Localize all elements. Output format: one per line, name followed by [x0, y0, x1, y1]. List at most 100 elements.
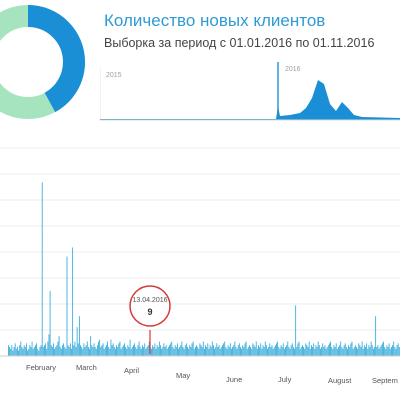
bar [384, 346, 386, 356]
bar [351, 341, 353, 356]
bar [89, 348, 90, 356]
bar [282, 343, 284, 356]
bar [66, 256, 68, 356]
bar [235, 346, 237, 356]
bar [378, 348, 380, 356]
bar [295, 305, 297, 356]
bar [126, 348, 128, 356]
bar [18, 350, 19, 356]
bar [49, 290, 51, 356]
bar [227, 345, 229, 356]
bar [135, 346, 137, 356]
bar [181, 341, 183, 356]
bar [211, 341, 213, 356]
chart-gridlines [0, 147, 400, 357]
bar [151, 348, 152, 356]
bar [137, 345, 139, 356]
bar [179, 346, 181, 356]
bar [65, 348, 67, 356]
bar [121, 346, 123, 356]
bar [304, 348, 306, 356]
bar [285, 346, 286, 356]
bar [206, 346, 208, 356]
bar [318, 345, 320, 356]
bar [93, 343, 95, 356]
bar [120, 348, 122, 356]
bar [37, 348, 39, 356]
bar [325, 348, 327, 356]
bar [182, 346, 184, 356]
bar [117, 346, 119, 356]
overview-navigator[interactable]: 2015 2016 [100, 58, 400, 126]
bar [11, 345, 13, 356]
bar [39, 346, 41, 356]
x-tick-label: May [176, 371, 190, 380]
bar [334, 346, 336, 356]
bar [386, 345, 388, 356]
bar [243, 346, 245, 356]
bar [160, 345, 161, 356]
bar [96, 345, 98, 356]
x-tick-label: March [76, 363, 97, 372]
bar [249, 345, 250, 356]
donut-chart [0, 5, 85, 119]
bar [377, 345, 379, 356]
bar [326, 346, 328, 356]
bar [110, 339, 112, 356]
bar [321, 346, 322, 356]
tooltip-bubble [129, 285, 171, 327]
bar [58, 336, 60, 356]
bar [15, 348, 17, 356]
bar [102, 343, 104, 356]
bar [354, 345, 356, 356]
bar [294, 348, 295, 356]
bar [122, 345, 124, 356]
bar [32, 348, 34, 356]
bar [216, 343, 218, 356]
bar [242, 345, 244, 356]
bar [74, 341, 76, 356]
bar [53, 343, 54, 356]
bar [215, 346, 217, 356]
bar [71, 348, 72, 356]
bar [146, 346, 148, 356]
bar [86, 341, 88, 356]
bar [220, 346, 222, 356]
bar [375, 316, 377, 356]
bar [147, 345, 149, 356]
bar [358, 343, 360, 356]
bar [381, 343, 383, 356]
bar [343, 345, 345, 356]
bar [167, 346, 169, 356]
chart-tooltip[interactable]: 13.04.2016 9 [129, 285, 171, 354]
bar [163, 343, 165, 356]
bar [303, 346, 304, 356]
bar [178, 348, 179, 356]
bar [119, 341, 121, 356]
bar [152, 345, 154, 356]
bar [144, 343, 146, 356]
bar [389, 348, 391, 356]
bar [291, 343, 293, 356]
bar [287, 341, 289, 356]
bar [173, 348, 175, 356]
bar [281, 346, 283, 356]
bar [316, 346, 318, 356]
bar [28, 348, 30, 356]
bar [174, 345, 176, 356]
bar [388, 343, 390, 356]
bar [76, 327, 78, 356]
bar [171, 341, 173, 356]
bar [332, 348, 334, 356]
bar [24, 346, 26, 356]
bar [280, 345, 282, 356]
bar [395, 348, 397, 356]
bar [69, 343, 71, 356]
bar [143, 346, 145, 356]
bar [111, 345, 113, 356]
bar [130, 348, 132, 356]
bar [158, 341, 160, 356]
bar [180, 345, 182, 356]
bar [234, 341, 236, 356]
bar [118, 343, 120, 356]
